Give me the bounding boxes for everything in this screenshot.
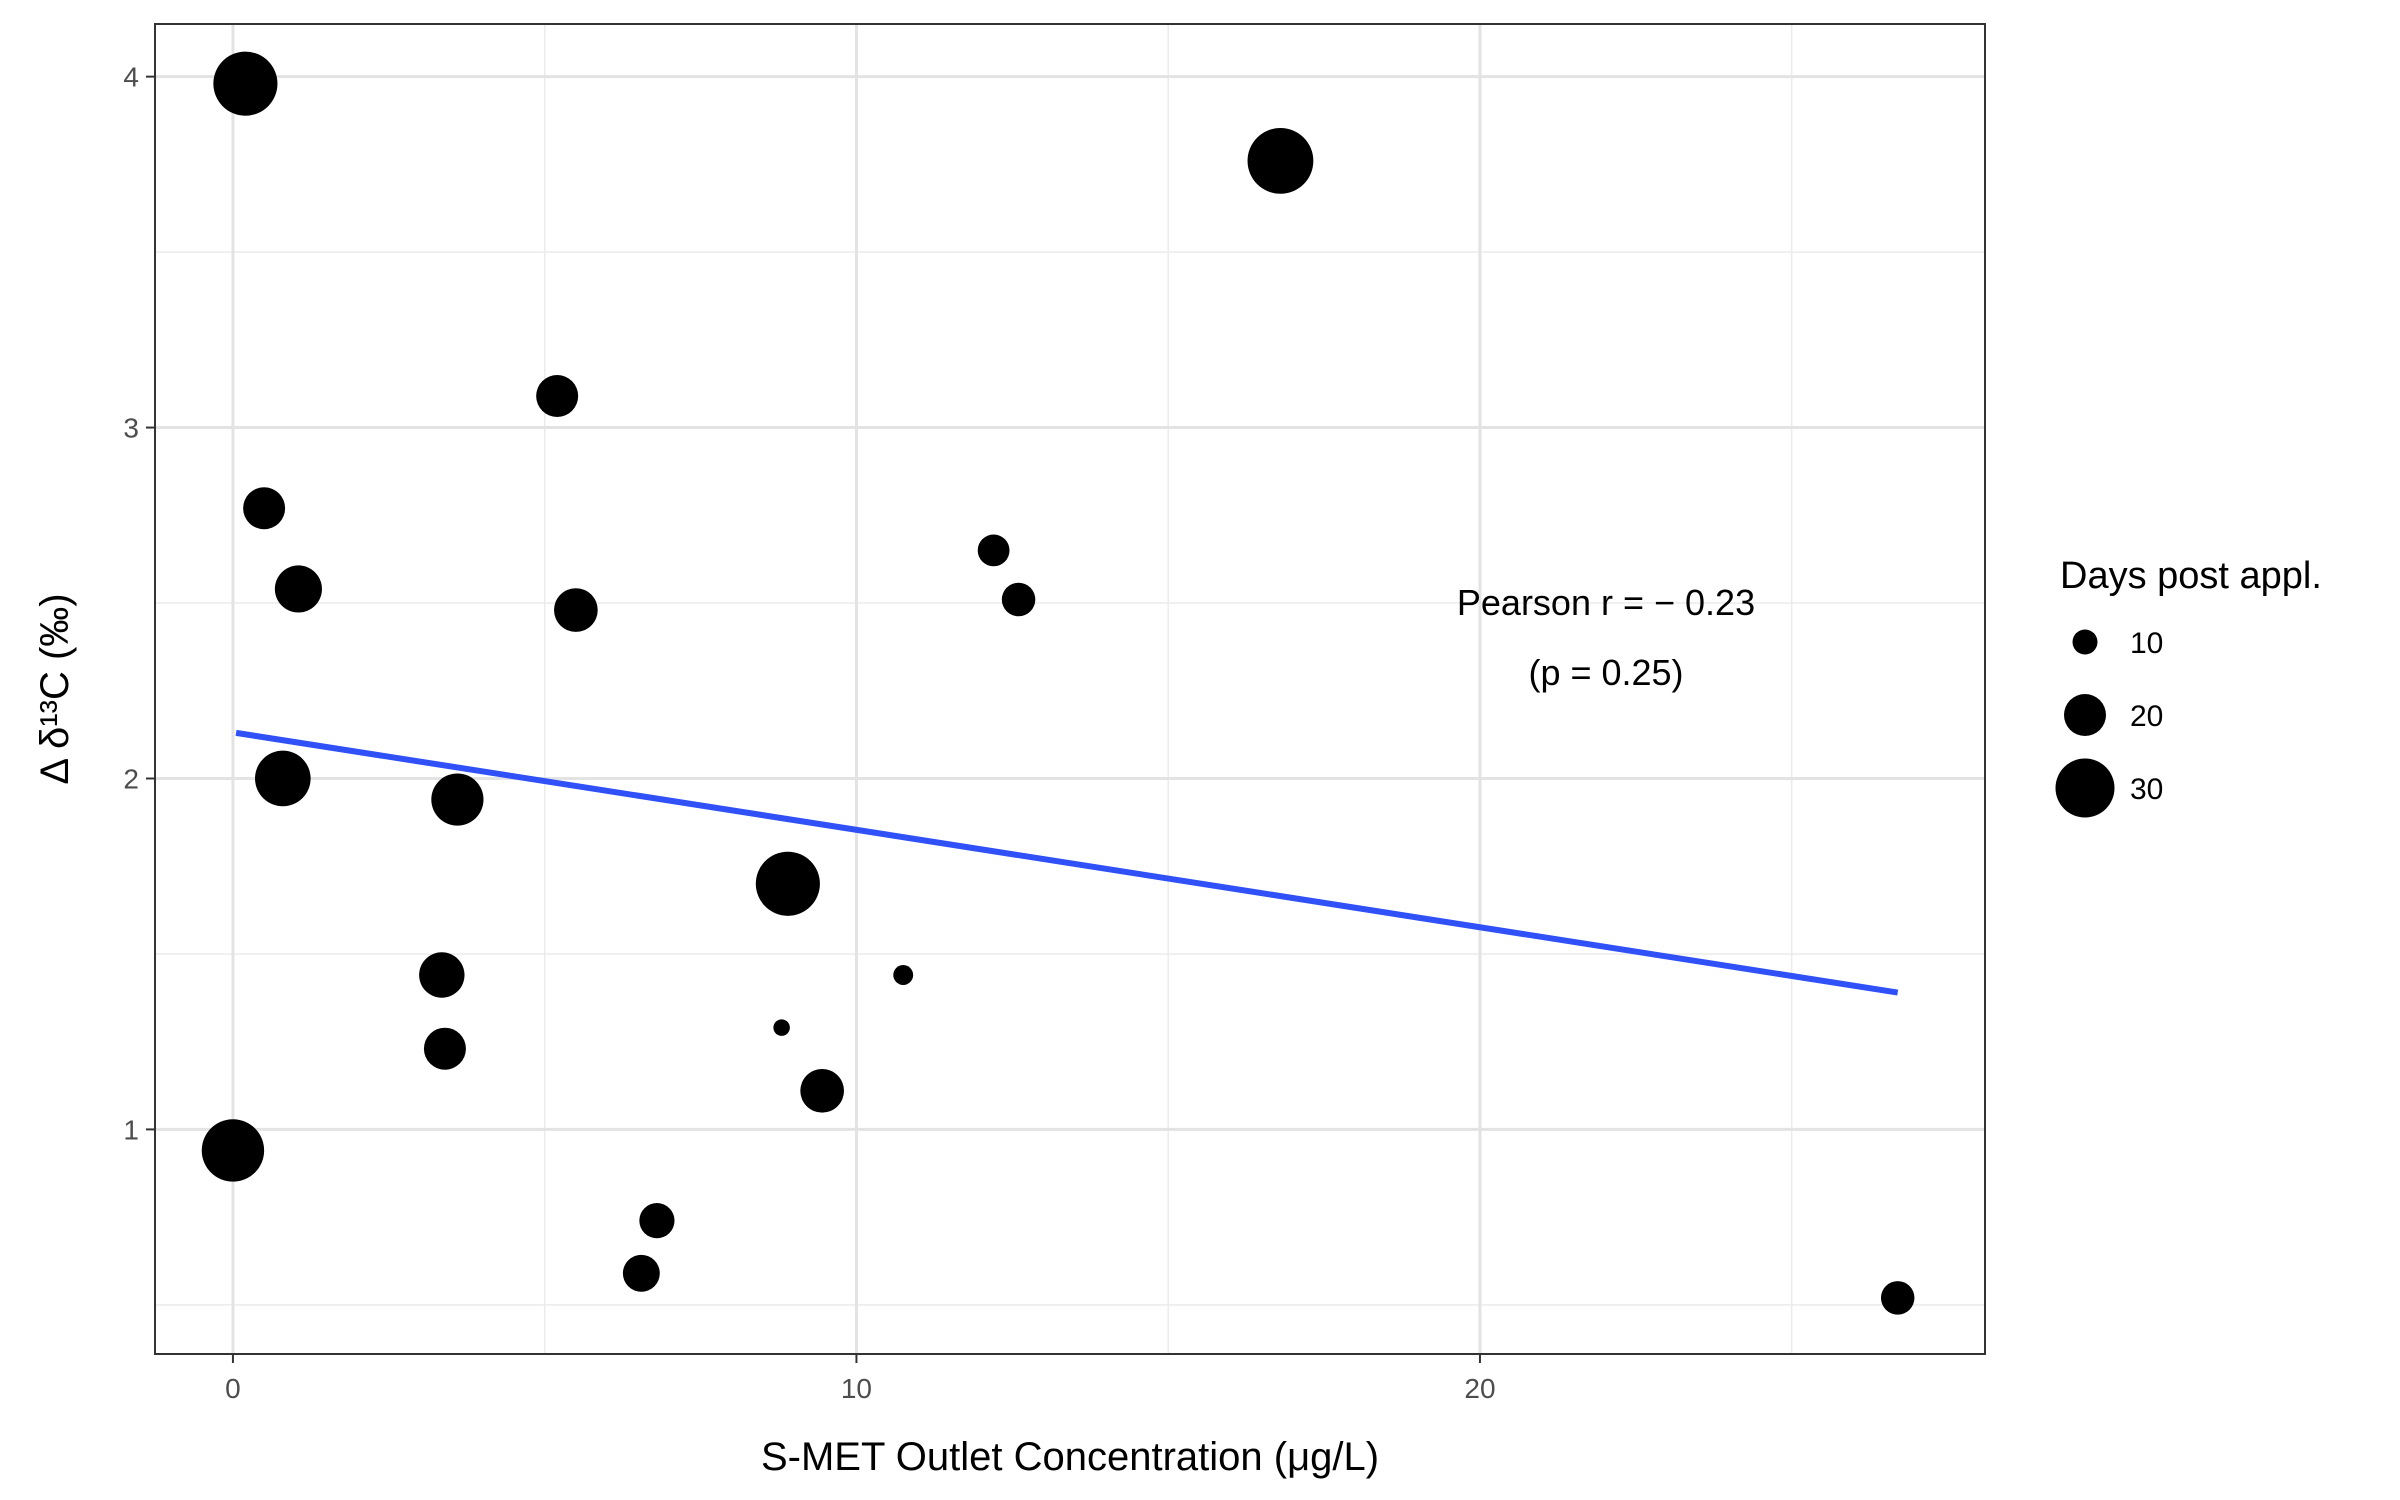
y-tick-label: 3 (123, 413, 139, 444)
y-tick-label: 1 (123, 1114, 139, 1145)
data-point (1001, 582, 1036, 617)
data-point (755, 851, 820, 916)
data-point (419, 952, 465, 998)
data-point (554, 588, 598, 632)
data-point (423, 1027, 466, 1070)
legend-label: 10 (2130, 627, 2163, 660)
legend-key (2064, 694, 2106, 736)
y-axis-title: Δ δ¹³C (‰) (33, 593, 77, 784)
data-point (243, 487, 286, 530)
legend-key (2055, 758, 2115, 818)
data-point (800, 1068, 845, 1113)
data-point (622, 1254, 660, 1292)
data-point (1880, 1281, 1915, 1315)
data-point (274, 565, 322, 613)
legend: Days post appl. 10 20 30 (2055, 555, 2322, 818)
axis-ticks: 0 10 20 1 2 3 4 (123, 62, 1495, 1404)
data-point (1247, 127, 1314, 194)
x-axis-title: S-MET Outlet Concentration (μg/L) (761, 1435, 1379, 1479)
data-point (536, 374, 579, 417)
trend-line (235, 729, 1899, 996)
panel-border (154, 23, 1986, 1355)
data-point (201, 1119, 265, 1182)
legend-label: 30 (2130, 773, 2163, 806)
x-tick-label: 0 (225, 1373, 241, 1404)
data-point (431, 773, 484, 826)
data-point (639, 1203, 675, 1239)
x-tick-label: 10 (841, 1373, 872, 1404)
legend-label: 20 (2130, 700, 2163, 733)
data-point (893, 965, 914, 985)
y-tick-label: 2 (123, 763, 139, 794)
y-tick-label: 4 (123, 62, 139, 93)
data-point (255, 750, 311, 807)
x-tick-label: 20 (1464, 1373, 1495, 1404)
pearson-annotation: Pearson r = − 0.23 (1457, 582, 1755, 623)
legend-key (2072, 629, 2098, 655)
panel-background (155, 24, 1985, 1354)
p-value-annotation: (p = 0.25) (1528, 652, 1683, 693)
data-point (213, 51, 278, 116)
data-points (201, 51, 1915, 1315)
legend-title: Days post appl. (2060, 555, 2322, 597)
data-point (773, 1019, 790, 1036)
data-point (977, 534, 1010, 567)
